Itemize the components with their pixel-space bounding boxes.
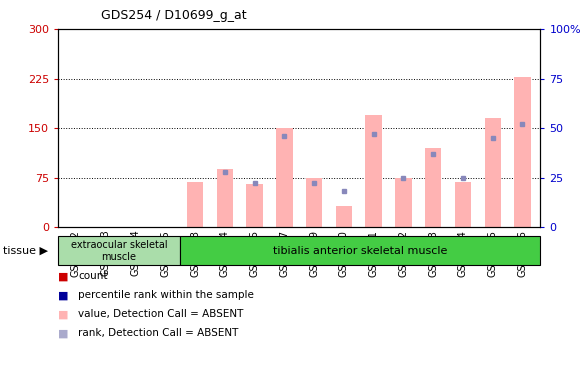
Bar — [180, 236, 540, 265]
Bar — [187, 182, 203, 227]
Text: ■: ■ — [58, 271, 69, 281]
Text: extraocular skeletal
muscle: extraocular skeletal muscle — [71, 240, 167, 262]
Bar — [455, 182, 471, 227]
Text: GDS254 / D10699_g_at: GDS254 / D10699_g_at — [102, 9, 247, 22]
Bar — [425, 148, 442, 227]
Bar — [276, 128, 292, 227]
Text: ■: ■ — [58, 328, 69, 339]
Bar — [246, 184, 263, 227]
Bar — [485, 118, 501, 227]
Text: tibialis anterior skeletal muscle: tibialis anterior skeletal muscle — [273, 246, 447, 256]
Text: rank, Detection Call = ABSENT: rank, Detection Call = ABSENT — [78, 328, 239, 339]
Bar — [395, 178, 411, 227]
Bar — [306, 178, 322, 227]
Text: value, Detection Call = ABSENT: value, Detection Call = ABSENT — [78, 309, 244, 320]
Bar — [514, 77, 530, 227]
Text: ■: ■ — [58, 309, 69, 320]
Text: ■: ■ — [58, 290, 69, 300]
Bar — [336, 206, 352, 227]
Text: tissue ▶: tissue ▶ — [3, 246, 48, 256]
Bar — [58, 236, 180, 265]
Bar — [365, 115, 382, 227]
Text: count: count — [78, 271, 108, 281]
Text: percentile rank within the sample: percentile rank within the sample — [78, 290, 254, 300]
Bar — [217, 169, 233, 227]
